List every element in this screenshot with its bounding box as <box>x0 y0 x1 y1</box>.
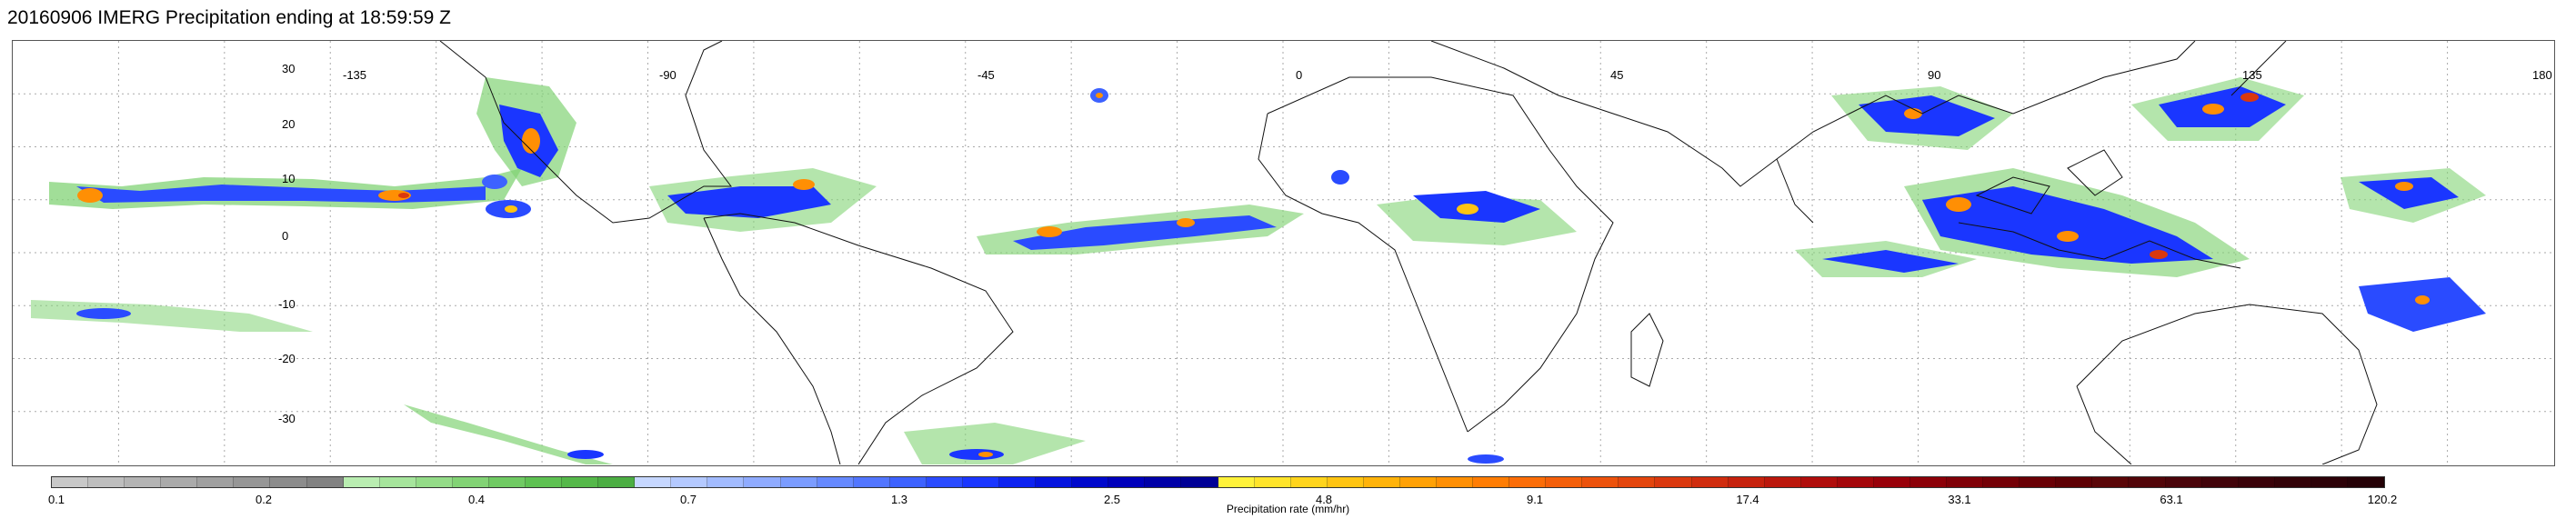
colorbar-swatch <box>1473 477 1510 487</box>
colorbar-swatch <box>1728 477 1765 487</box>
colorbar-swatch <box>999 477 1037 487</box>
colorbar-swatch <box>161 477 198 487</box>
colorbar-swatch <box>379 477 416 487</box>
lon-label-135: 135 <box>2242 68 2262 82</box>
lat-label-10: 10 <box>282 172 296 185</box>
colorbar-tick: 33.1 <box>1948 493 1971 506</box>
colorbar-swatch <box>88 477 125 487</box>
lat-label-0: 0 <box>282 229 289 243</box>
colorbar-swatch <box>343 477 380 487</box>
lon-label-180: 180 <box>2532 68 2552 82</box>
colorbar-tick: 4.8 <box>1315 493 1333 506</box>
colorbar-swatch <box>2238 477 2275 487</box>
colorbar-swatch <box>1873 477 1910 487</box>
precipitation-field <box>31 77 2486 464</box>
coastlines <box>439 41 2378 464</box>
colorbar-swatch <box>1218 477 1255 487</box>
precipitation-map: -135 -90 -45 0 45 90 135 180 30 20 10 0 … <box>12 40 2555 466</box>
colorbar-swatch <box>1582 477 1619 487</box>
colorbar-tick: 63.1 <box>2160 493 2183 506</box>
colorbar-swatch <box>1399 477 1437 487</box>
lat-label-30: 30 <box>282 62 296 75</box>
colorbar-swatch <box>707 477 745 487</box>
colorbar-tick: 120.2 <box>2367 493 2398 506</box>
colorbar-swatch <box>306 477 344 487</box>
colorbar-tick: 17.4 <box>1736 493 1759 506</box>
lon-label-m90: -90 <box>659 68 677 82</box>
lon-label-45: 45 <box>1610 68 1624 82</box>
lat-label-m30: -30 <box>278 412 296 425</box>
colorbar-swatch <box>1509 477 1547 487</box>
colorbar-swatch <box>1145 477 1182 487</box>
colorbar-swatch <box>1254 477 1291 487</box>
lat-label-m10: -10 <box>278 297 296 311</box>
colorbar-swatch <box>2310 477 2348 487</box>
colorbar-tick: 0.1 <box>47 493 65 506</box>
colorbar-title: Precipitation rate (mm/hr) <box>1226 503 1350 515</box>
colorbar-swatch <box>598 477 636 487</box>
map-canvas <box>13 41 2553 464</box>
colorbar-swatch <box>1764 477 1801 487</box>
colorbar-swatch <box>2201 477 2239 487</box>
colorbar-swatch <box>1983 477 2020 487</box>
colorbar-tick: 0.2 <box>255 493 273 506</box>
colorbar-swatch <box>1290 477 1328 487</box>
colorbar-swatch <box>52 477 89 487</box>
colorbar-swatch <box>1909 477 1948 487</box>
lon-label-90: 90 <box>1928 68 1941 82</box>
colorbar-swatch <box>1108 477 1146 487</box>
colorbar-swatch <box>1327 477 1364 487</box>
colorbar-swatch <box>2092 477 2130 487</box>
colorbar-swatch <box>1800 477 1838 487</box>
lon-label-0: 0 <box>1296 68 1303 82</box>
colorbar-swatch <box>744 477 781 487</box>
colorbar-swatch <box>416 477 453 487</box>
colorbar-swatch <box>1436 477 1474 487</box>
colorbar-swatch <box>853 477 890 487</box>
colorbar-swatch <box>2274 477 2311 487</box>
colorbar-swatch <box>2129 477 2166 487</box>
colorbar-swatch <box>2056 477 2093 487</box>
colorbar-swatch <box>962 477 1000 487</box>
colorbar-swatch <box>2020 477 2057 487</box>
colorbar-swatch <box>1691 477 1729 487</box>
colorbar-swatch <box>671 477 708 487</box>
colorbar-swatch <box>1655 477 1692 487</box>
colorbar-swatch <box>452 477 489 487</box>
colorbar-swatch <box>197 477 235 487</box>
colorbar-swatch <box>1036 477 1073 487</box>
colorbar-swatch <box>526 477 563 487</box>
colorbar-swatch <box>562 477 599 487</box>
map-title: 20160906 IMERG Precipitation ending at 1… <box>7 7 451 28</box>
lat-label-m20: -20 <box>278 352 296 365</box>
colorbar-swatch <box>780 477 817 487</box>
lon-label-m45: -45 <box>977 68 995 82</box>
colorbar <box>51 476 2385 488</box>
colorbar-tick: 1.3 <box>890 493 908 506</box>
colorbar-swatch <box>1072 477 1109 487</box>
colorbar-swatch <box>2165 477 2202 487</box>
lat-label-20: 20 <box>282 117 296 131</box>
colorbar-tick: 2.5 <box>1103 493 1121 506</box>
colorbar-tick: 0.4 <box>467 493 486 506</box>
colorbar-swatch <box>1947 477 1984 487</box>
colorbar-swatch <box>234 477 271 487</box>
colorbar-swatch <box>889 477 927 487</box>
colorbar-swatch <box>635 477 672 487</box>
colorbar-tick: 0.7 <box>679 493 697 506</box>
colorbar-swatch <box>488 477 526 487</box>
colorbar-swatch <box>1546 477 1583 487</box>
colorbar-swatch <box>2347 477 2384 487</box>
colorbar-swatch <box>817 477 854 487</box>
colorbar-swatch <box>1837 477 1874 487</box>
lon-label-m135: -135 <box>343 68 367 82</box>
colorbar-swatch <box>1181 477 1218 487</box>
colorbar-tick: 9.1 <box>1526 493 1544 506</box>
colorbar-swatch <box>270 477 307 487</box>
colorbar-swatch <box>125 477 162 487</box>
colorbar-swatch <box>926 477 963 487</box>
colorbar-swatch <box>1363 477 1400 487</box>
colorbar-swatch <box>1619 477 1656 487</box>
